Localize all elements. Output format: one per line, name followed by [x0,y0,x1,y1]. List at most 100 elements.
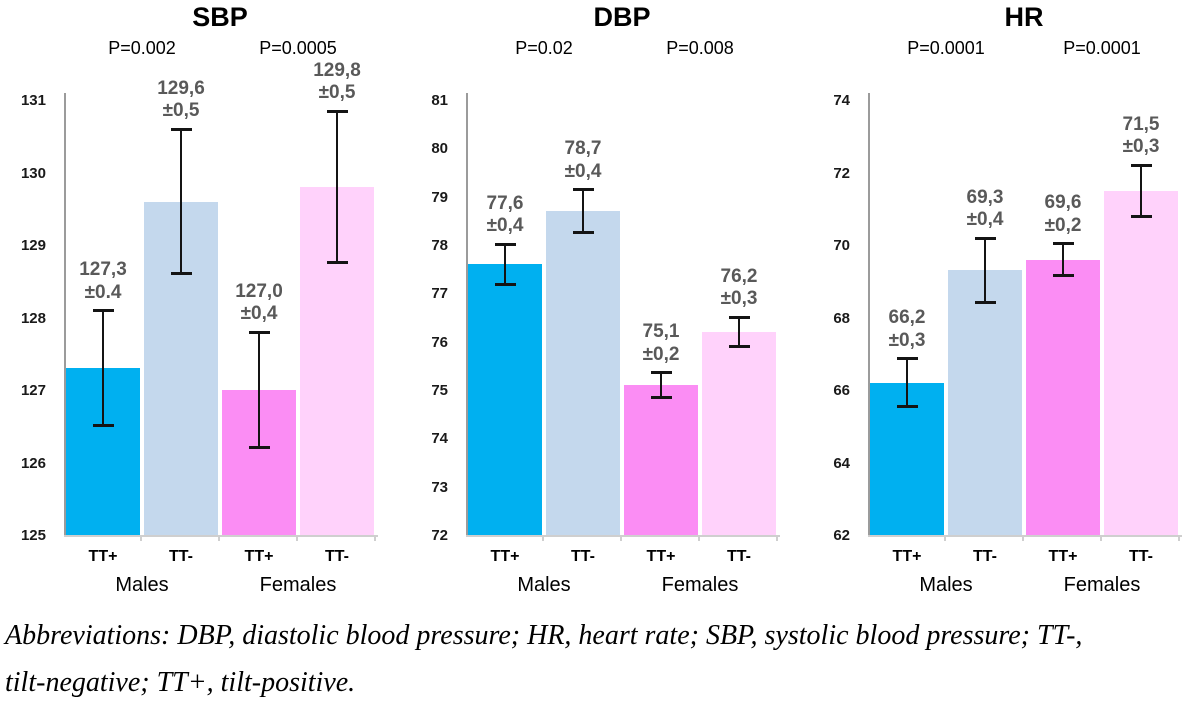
error-bar-stem [737,316,741,348]
y-axis-line [64,93,66,537]
error-bar-cap-bottom [1130,214,1152,218]
group-label-males: Males [115,574,169,596]
bar-value-mean: 129,8 [313,60,361,82]
error-bar-cap-top [896,357,918,361]
y-axis-tick-label: 72 [833,164,850,182]
chart-title: DBP [593,2,651,32]
bar-value-mean: 71,5 [1122,113,1160,135]
error-bar-cap-bottom [650,396,672,400]
bar-value-label: 76,2 ±0,3 [721,266,758,311]
error-bar-cap-top [1130,163,1152,167]
bar-value-label: 66,2 ±0,3 [889,307,926,352]
bar-value-mean: 69,3 [966,186,1004,208]
error-bar-cap-bottom [494,282,516,286]
bar-value-se: ±0,4 [486,215,524,237]
y-axis-tick-label: 130 [20,164,46,182]
y-axis-tick-label: 127 [20,382,46,399]
y-axis-tick-label: 62 [833,527,850,544]
y-axis-tick-label: 75 [431,382,448,399]
x-axis-tick [218,535,220,541]
x-category-label: TT- [571,548,595,565]
bar-females-TT- [1104,190,1178,535]
x-axis-tick [1178,535,1180,541]
error-bar-stem [179,129,183,274]
x-category-label: TT+ [88,548,118,565]
bar-males-TT+ [468,264,542,535]
bar-value-se: ±0,5 [318,82,356,104]
error-bar-stem [1139,164,1143,217]
p-value-label: P=0.008 [666,38,734,58]
bar-value-se: ±0,5 [162,100,200,122]
bar-value-label: 69,3 ±0,4 [967,187,1004,232]
bar-value-mean: 127,3 [79,259,127,281]
y-axis-tick-label: 68 [833,309,850,327]
bar-value-mean: 76,2 [720,265,758,287]
chart-title: SBP [192,2,248,32]
error-bar-cap-top [326,109,348,113]
group-label-males: Males [919,574,973,596]
x-category-label: TT+ [892,548,922,565]
error-bar-stem [1061,243,1065,276]
x-category-label: TT- [1129,548,1153,565]
bar-value-mean: 69,6 [1044,192,1082,214]
y-axis-tick-label: 77 [431,285,448,303]
error-bar-cap-bottom [728,345,750,349]
bar-males-TT- [546,211,620,535]
error-bar-stem [257,332,261,448]
bar-value-label: 127,0 ±0,4 [235,281,283,326]
error-bar-cap-top [974,236,996,240]
y-axis-tick-label: 76 [431,333,448,351]
error-bar-cap-bottom [896,405,918,409]
p-value-label: P=0.0005 [259,38,337,58]
bar-value-label: 129,8 ±0,5 [313,60,361,105]
x-axis-baseline [64,535,378,537]
error-bar-cap-bottom [326,261,348,265]
x-category-label: TT- [325,548,349,565]
x-axis-tick [1022,535,1024,541]
p-value-label: P=0.02 [515,38,573,58]
y-axis-tick-label: 126 [20,454,46,472]
bar-value-mean: 78,7 [564,138,602,160]
y-axis-tick-label: 80 [431,140,448,158]
bar-value-label: 77,6 ±0,4 [487,193,524,238]
p-value-label: P=0.0001 [907,38,985,58]
chart-title: HR [1004,2,1044,32]
chart-panel-sbp: SBP P=0.002 P=0.0005 131 130 129 128 127 126 125 1… [0,0,396,600]
bar-value-se: ±0,2 [642,343,680,365]
error-bar-cap-top [92,309,114,313]
bar-value-se: ±0,2 [1044,214,1082,236]
bar-females-TT+ [624,385,698,535]
bar-females-TT- [702,332,776,535]
group-label-females: Females [259,574,337,596]
caption-line-1: Abbreviations: DBP, diastolic blood pres… [5,620,1083,651]
y-axis-tick-label: 70 [833,237,850,254]
error-bar-stem [581,189,585,233]
error-bar-cap-top [248,331,270,334]
error-bar-cap-bottom [248,446,270,449]
bar-value-se: ±0,4 [966,209,1004,231]
p-value-label: P=0.002 [108,38,176,58]
error-bar-cap-bottom [572,230,594,234]
error-bar-cap-bottom [92,424,114,428]
error-bar-cap-bottom [974,301,996,304]
group-label-males: Males [517,574,571,596]
x-category-label: TT- [727,548,751,565]
y-axis-tick-label: 72 [431,527,448,544]
y-axis-tick-label: 66 [833,382,850,399]
bar-value-mean: 127,0 [235,281,283,303]
y-axis-tick-label: 81 [431,92,448,109]
y-axis-line [868,93,870,537]
bar-value-label: 71,5 ±0,3 [1123,114,1160,159]
x-axis-tick [296,535,298,541]
bar-value-label: 69,6 ±0,2 [1045,192,1082,237]
x-axis-tick [698,535,700,541]
y-axis-tick-label: 128 [20,309,46,327]
y-axis-tick-label: 129 [20,237,46,254]
error-bar-stem [905,358,909,408]
bar-value-se: ±0,4 [240,303,278,325]
error-bar-cap-top [494,243,516,247]
x-category-label: TT+ [1048,548,1078,565]
x-axis-tick [776,535,778,541]
bar-value-se: ±0,4 [564,161,602,182]
bar-value-label: 129,6 ±0,5 [157,78,205,123]
